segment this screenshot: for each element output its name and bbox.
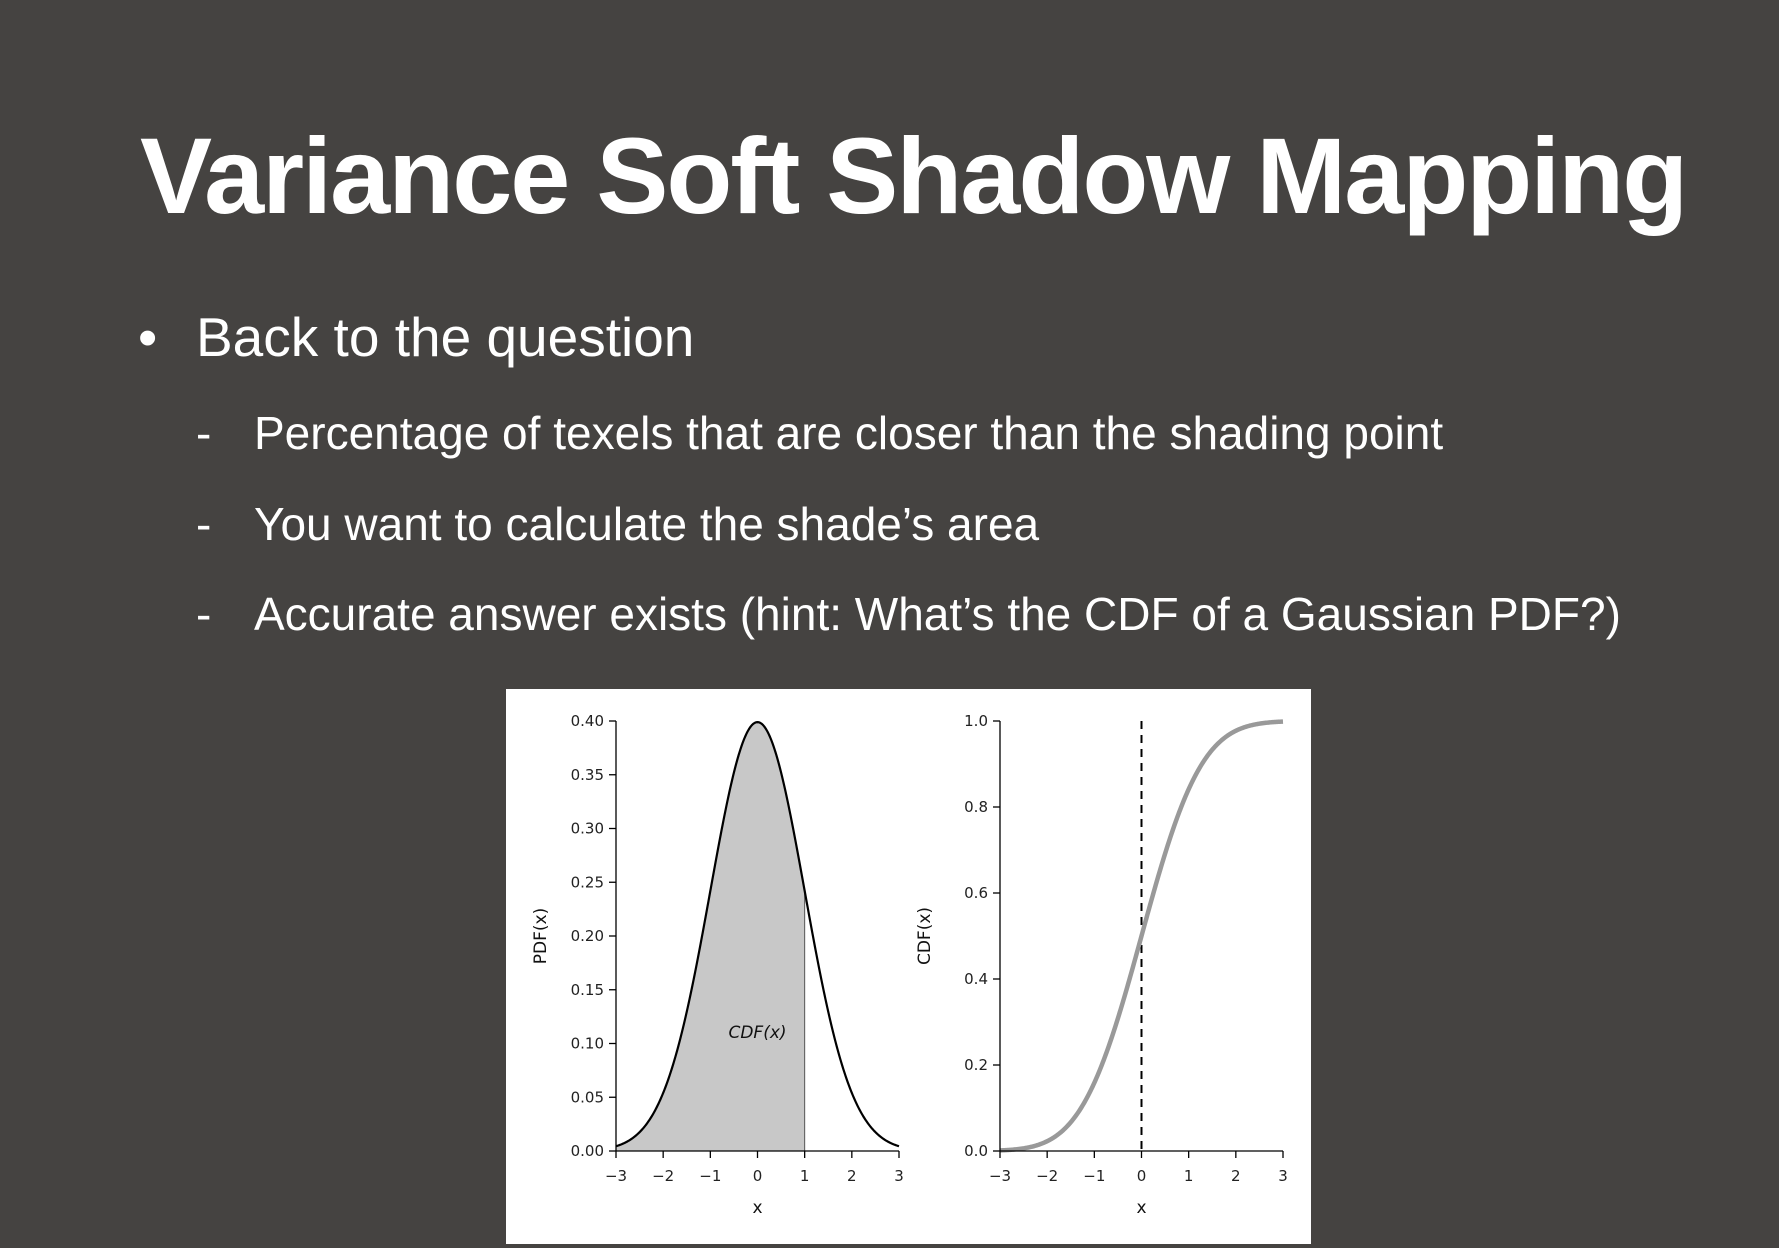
x-tick-label: −3 [989, 1167, 1011, 1185]
annotation-label: CDF(x) [728, 1023, 786, 1043]
y-tick-label: 0.35 [571, 766, 604, 784]
y-axis-label: CDF(x) [915, 907, 935, 965]
chart-figure: −3 −2 −1 0 1 2 30.000.050.100.150.200.250.300.… [531, 712, 1288, 1218]
shaded-area [616, 722, 805, 1151]
sub-bullet-text: Accurate answer exists (hint: What’s the… [254, 588, 1621, 640]
x-axis-label: x [1136, 1198, 1146, 1218]
x-tick-label: 3 [894, 1167, 904, 1185]
y-tick-label: 0.05 [571, 1088, 604, 1106]
x-tick-label: −1 [1083, 1167, 1105, 1185]
y-tick-label: 0.15 [571, 981, 604, 999]
x-axis-label: x [752, 1198, 762, 1218]
x-tick-label: −3 [605, 1167, 627, 1185]
x-tick-label: −1 [699, 1167, 721, 1185]
x-tick-label: 2 [1231, 1167, 1241, 1185]
y-tick-label: 0.25 [571, 873, 604, 891]
sub-bullet-text: You want to calculate the shade’s area [254, 498, 1040, 550]
x-tick-label: 1 [1184, 1167, 1194, 1185]
slide-title: Variance Soft Shadow Mapping [140, 115, 1688, 236]
x-tick-label: 3 [1278, 1167, 1288, 1185]
y-axis-label: PDF(x) [531, 908, 551, 964]
series-line [615, 721, 900, 1148]
sub-bullet-marker: - [196, 407, 212, 459]
y-tick-label: 0.6 [964, 884, 988, 902]
bullet-marker: • [138, 306, 158, 368]
y-tick-label: 0.40 [571, 712, 604, 730]
x-tick-label: 0 [1137, 1167, 1147, 1185]
x-tick-label: 0 [753, 1167, 763, 1185]
sub-bullet-marker: - [196, 588, 212, 640]
x-tick-label: 1 [800, 1167, 810, 1185]
y-tick-label: 0.2 [964, 1056, 988, 1074]
y-tick-label: 0.30 [571, 820, 604, 838]
x-tick-label: −2 [1036, 1167, 1058, 1185]
sub-bullet-marker: - [196, 498, 212, 550]
figure-panel: −3 −2 −1 0 1 2 3 0.00 0.05 0.10 0.15 0.20 0.25 0.30 0.… [506, 689, 1311, 1244]
y-tick-label: 1.0 [964, 712, 988, 730]
bullet-text: Back to the question [196, 306, 695, 368]
y-tick-label: 0.00 [571, 1142, 604, 1160]
y-tick-label: 0.4 [964, 970, 988, 988]
sub-bullet-text: Percentage of texels that are closer tha… [254, 407, 1444, 459]
y-tick-label: 0.0 [964, 1142, 988, 1160]
x-tick-label: −2 [652, 1167, 674, 1185]
series-line [998, 719, 1285, 1153]
y-tick-label: 0.8 [964, 798, 988, 816]
y-tick-label: 0.10 [571, 1035, 604, 1053]
x-tick-label: 2 [847, 1167, 857, 1185]
y-tick-label: 0.20 [571, 927, 604, 945]
